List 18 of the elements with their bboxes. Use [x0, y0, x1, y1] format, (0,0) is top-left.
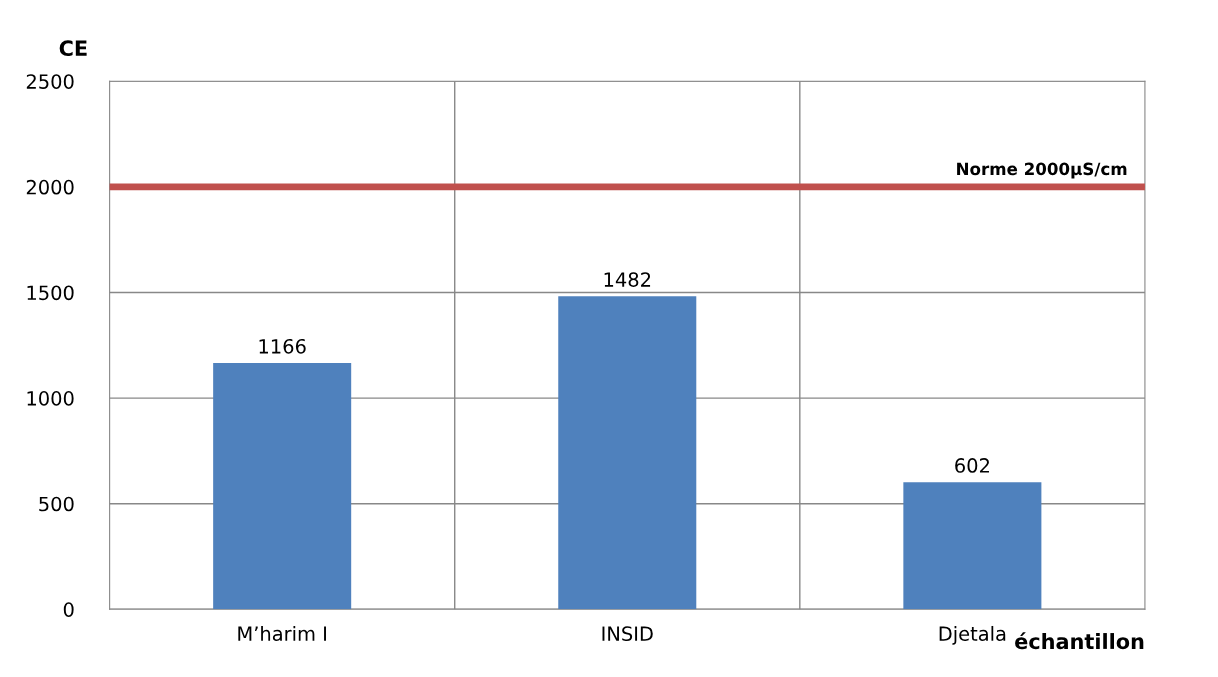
y-tick-label: 0 [63, 602, 74, 617]
y-tick-label: 500 [39, 496, 74, 512]
y-tick-label: 1500 [27, 285, 74, 301]
y-tick-label: 2500 [26, 74, 74, 89]
data-label: 1482 [604, 272, 651, 287]
data-label: 1166 [259, 338, 306, 354]
x-tick-label: INSID [602, 626, 653, 642]
ref-line-label: Norme 2000µS/cm [957, 162, 1127, 179]
bar [903, 482, 1042, 610]
x-axis-title: échantillon [1015, 632, 1144, 650]
y-tick-label: 2000 [26, 179, 74, 195]
x-tick-label: Djetala [939, 625, 1006, 645]
data-label: 602 [955, 458, 989, 473]
bar [558, 296, 697, 610]
y-axis-title: CE [59, 40, 87, 57]
y-tick-label: 1000 [27, 391, 74, 406]
bar [213, 363, 352, 610]
x-tick-label: M’harim I [238, 625, 326, 642]
